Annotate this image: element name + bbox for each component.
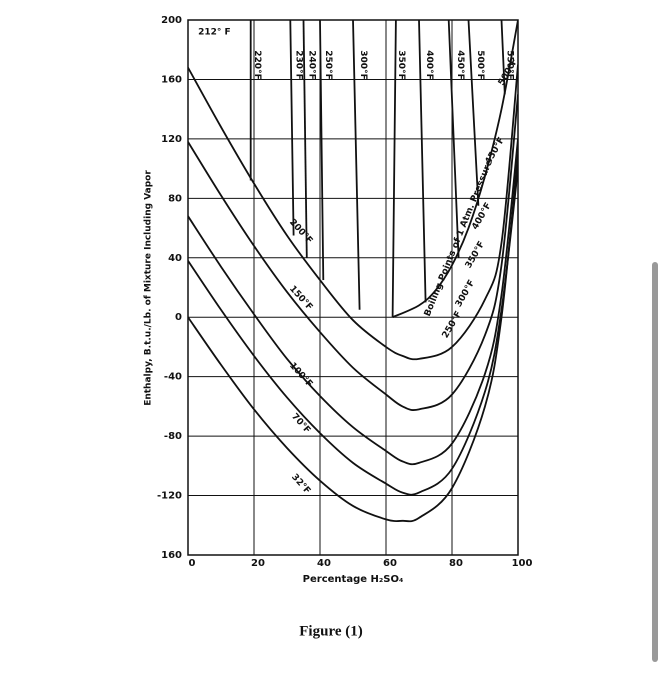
y-tick-label: 0 xyxy=(175,312,182,323)
y-tick-label: 200 xyxy=(161,15,182,26)
isotherm xyxy=(467,20,480,206)
x-tick-label: 100 xyxy=(512,558,533,569)
series-label: 250°F xyxy=(323,50,333,79)
y-tick-label: -80 xyxy=(164,431,182,442)
isotherm xyxy=(391,20,397,318)
series-label: 350°F xyxy=(396,50,406,79)
series-label: 400°F xyxy=(424,50,434,79)
isotherm xyxy=(418,20,427,303)
y-tick-label: 40 xyxy=(168,253,182,264)
y-tick-label: 160 xyxy=(161,550,182,561)
series-label: 450°F xyxy=(455,50,465,79)
x-tick-label: 80 xyxy=(449,558,463,569)
isotherm xyxy=(188,153,518,523)
isotherm xyxy=(188,168,518,496)
series-label: 220°F xyxy=(252,50,262,79)
isotherm xyxy=(392,20,518,319)
series-label: 550°F xyxy=(505,50,515,79)
scrollbar[interactable] xyxy=(652,262,658,662)
x-axis-label: Percentage H₂SO₄ xyxy=(303,574,404,585)
x-tick-label: 0 xyxy=(189,558,196,569)
series-label: 300°F xyxy=(358,50,368,79)
y-tick-label: 160 xyxy=(161,74,182,85)
x-tick-label: 20 xyxy=(251,558,265,569)
y-tick-label: -40 xyxy=(164,372,182,383)
isotherm xyxy=(188,94,518,411)
y-tick-label: -120 xyxy=(157,491,182,502)
series-label: 500°F xyxy=(475,50,485,79)
y-axis-label: Enthalpy, B.t.u./Lb. of Mixture Includin… xyxy=(144,170,154,406)
annotation: 212° F xyxy=(198,27,231,37)
y-tick-label: 80 xyxy=(168,193,182,204)
x-tick-label: 60 xyxy=(383,558,397,569)
isotherm xyxy=(352,20,361,310)
series-label: 240°F xyxy=(307,50,317,79)
isotherm xyxy=(289,20,295,236)
series-label: 230°F xyxy=(293,50,303,79)
caption: Figure (1) xyxy=(299,623,362,639)
y-tick-label: 120 xyxy=(161,134,182,145)
isotherm xyxy=(188,138,518,466)
x-tick-label: 40 xyxy=(317,558,331,569)
